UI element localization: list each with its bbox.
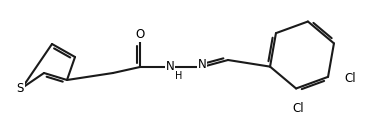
Text: O: O [135, 29, 145, 41]
Text: Cl: Cl [292, 102, 304, 116]
Text: H: H [175, 71, 183, 81]
Text: N: N [198, 58, 206, 72]
Text: Cl: Cl [344, 72, 356, 85]
Text: N: N [166, 60, 174, 74]
Text: S: S [16, 82, 24, 95]
